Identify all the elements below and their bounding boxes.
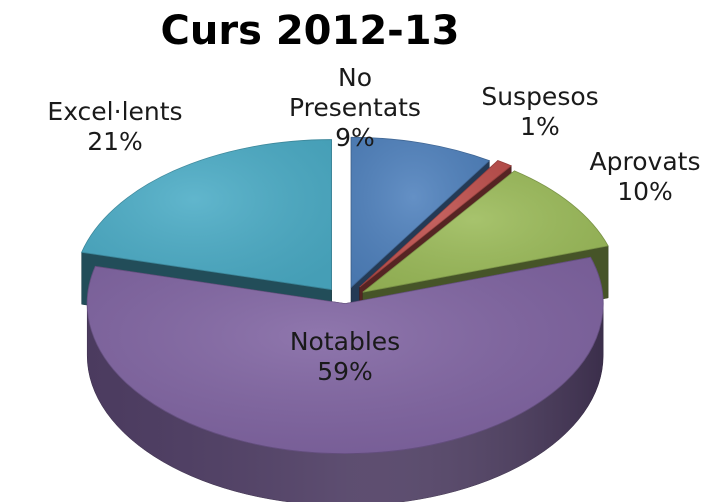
slice-top-shading xyxy=(359,160,512,288)
slice-notables xyxy=(86,256,604,502)
slice-top-shading xyxy=(87,257,604,454)
slice-side-shading xyxy=(87,303,604,502)
slice-name: Excel·lents xyxy=(47,97,182,126)
slice-name: Aprovats xyxy=(590,147,701,176)
data-label-suspesos: Suspesos 1% xyxy=(481,82,598,141)
slice-percent: 21% xyxy=(87,127,143,156)
data-label-aprovats: Aprovats 10% xyxy=(590,147,701,206)
slice-percent: 10% xyxy=(617,177,673,206)
pie-slices xyxy=(81,136,609,502)
slice-top-shading xyxy=(362,170,609,293)
slice-top-shading xyxy=(81,139,332,290)
slice-name: No xyxy=(338,63,372,92)
data-label-excel-lents: Excel·lents 21% xyxy=(47,97,182,156)
slice-percent: 1% xyxy=(520,112,560,141)
chart-title: Curs 2012-13 xyxy=(161,8,460,54)
slice-name: Presentats xyxy=(289,93,421,122)
data-label-no-presentats: No Presentats 9% xyxy=(289,63,421,152)
slice-top-shading xyxy=(351,137,490,288)
slice-percent: 59% xyxy=(317,357,373,386)
slice-name: Notables xyxy=(290,327,400,356)
data-label-notables: Notables 59% xyxy=(290,327,400,386)
slice-labels: No Presentats 9% Suspesos 1% Aprovats 10% Notab… xyxy=(47,63,700,386)
slice-name: Suspesos xyxy=(481,82,598,111)
slice-percent: 9% xyxy=(335,123,375,152)
